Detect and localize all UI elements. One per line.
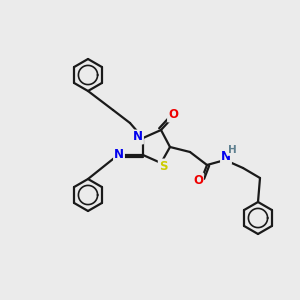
Text: O: O [193, 173, 203, 187]
Text: N: N [114, 148, 124, 160]
Text: O: O [168, 109, 178, 122]
Text: H: H [228, 145, 236, 155]
Text: N: N [133, 130, 143, 143]
Text: S: S [159, 160, 167, 172]
Text: N: N [221, 151, 231, 164]
